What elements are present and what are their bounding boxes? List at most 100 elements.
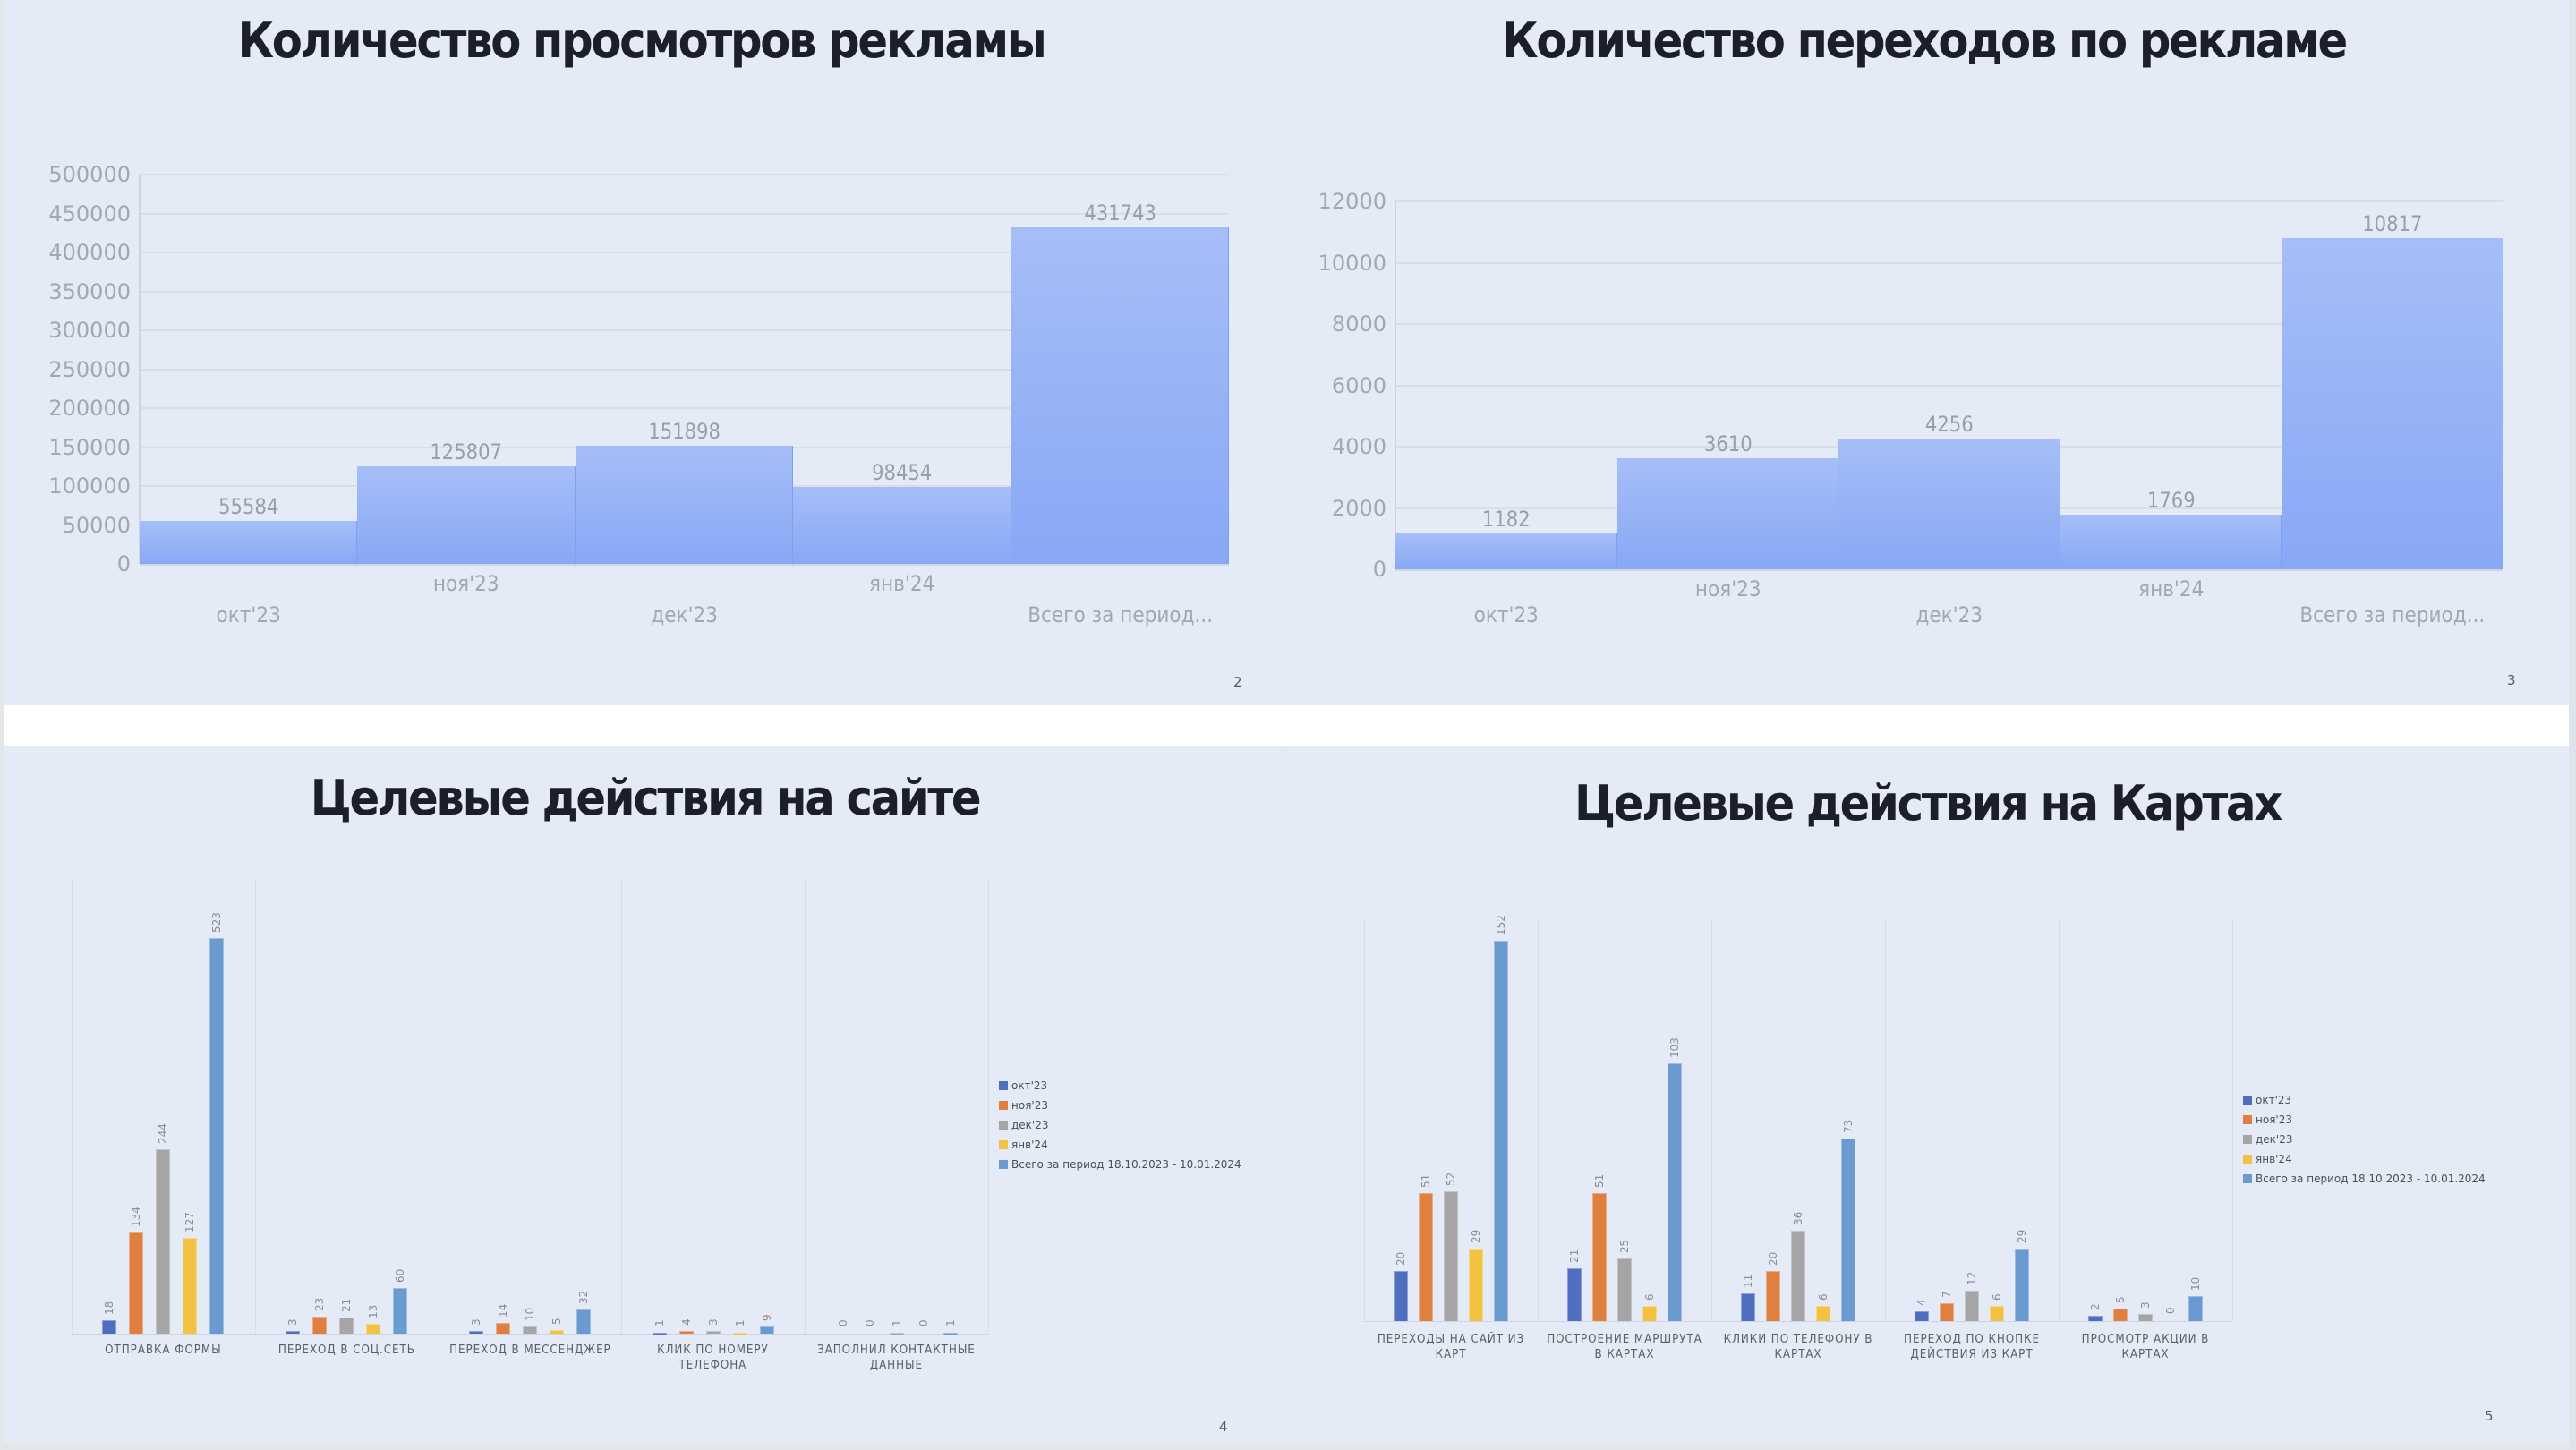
bar-1	[1940, 1303, 1954, 1321]
bar-0	[140, 520, 358, 564]
x-category-label: окт'23	[216, 602, 281, 627]
bar-3	[1642, 1306, 1657, 1321]
data-label: 10817	[2362, 210, 2423, 236]
y-tick-label: 150000	[48, 434, 131, 460]
data-label: 523	[210, 912, 224, 933]
x-category-label: ПРОСМОТР АКЦИИ В КАРТАХ	[2081, 1333, 2210, 1361]
legend-label: окт'23	[2256, 1094, 2292, 1106]
legend-item[interactable]: окт'23	[2243, 1090, 2486, 1110]
data-label: 23	[313, 1297, 327, 1311]
bar-2	[1791, 1231, 1805, 1321]
legend-item[interactable]: ноя'23	[2243, 1110, 2486, 1130]
y-tick-label: 50000	[62, 512, 131, 538]
bar-4	[2015, 1248, 2029, 1321]
data-label: 4256	[1925, 412, 1974, 438]
legend-swatch-icon	[999, 1140, 1008, 1149]
x-axis-line	[140, 564, 1229, 566]
legend: окт'23 ноя'23 дек'23 янв'24 Всего за период …	[999, 1076, 1241, 1174]
x-category-label: ЗАПОЛНИЛ КОНТАКТНЫЕ ДАННЫЕ	[817, 1343, 976, 1372]
slide-title: Количество просмотров рекламы	[237, 13, 1046, 69]
legend-item[interactable]: Всего за период 18.10.2023 - 10.01.2024	[999, 1155, 1241, 1174]
scrollbar-track[interactable]	[2569, 0, 2576, 1450]
x-category-label: ПЕРЕХОД В МЕССЕНДЖЕР	[448, 1343, 611, 1357]
bar-2	[523, 1326, 537, 1334]
data-label: 244	[157, 1122, 170, 1144]
x-category-label: ПЕРЕХОД ПО КНОПКЕ ДЕЙСТВИЯ ИЗ КАРТ	[1904, 1333, 2040, 1361]
bar-0	[1395, 533, 1617, 569]
bar-1	[1419, 1193, 1433, 1321]
bar-2	[1838, 439, 2060, 569]
data-label: 29	[1470, 1229, 1482, 1243]
bar-2	[575, 445, 794, 564]
bar-2	[2138, 1313, 2153, 1321]
x-category-label: Всего за период...	[2299, 602, 2486, 627]
bar-2	[339, 1318, 354, 1334]
legend-swatch-icon	[999, 1101, 1008, 1110]
legend-item[interactable]: окт'23	[999, 1076, 1241, 1096]
gridline	[140, 329, 1229, 331]
bar-0	[1394, 1271, 1408, 1321]
legend-label: окт'23	[1011, 1079, 1048, 1092]
category-divider	[621, 880, 623, 1334]
bar-0	[102, 1319, 117, 1334]
data-label: 32	[577, 1290, 590, 1304]
y-tick-label: 0	[116, 551, 131, 576]
x-category-label: окт'23	[1473, 602, 1539, 627]
y-tick-label: 500000	[48, 162, 131, 187]
legend-item[interactable]: янв'24	[999, 1135, 1241, 1155]
gridline	[1395, 200, 2503, 202]
x-category-label: ПЕРЕХОД В СОЦ.СЕТЬ	[277, 1343, 415, 1357]
legend-swatch-icon	[2243, 1174, 2252, 1183]
data-label: 3610	[1703, 431, 1753, 457]
bar-0	[286, 1331, 301, 1334]
x-axis-line	[1395, 569, 2503, 571]
gridline	[140, 252, 1229, 253]
x-category-label: ОТПРАВКА ФОРМЫ	[105, 1343, 222, 1357]
bar-3	[2060, 515, 2282, 569]
data-label: 6	[1643, 1293, 1656, 1301]
data-label: 431743	[1083, 200, 1156, 226]
data-label: 0	[2164, 1307, 2177, 1314]
bar-3	[550, 1329, 564, 1334]
bar-4	[2188, 1296, 2203, 1321]
bar-0	[469, 1331, 483, 1334]
data-label: 2	[2089, 1303, 2102, 1311]
legend-item[interactable]: дек'23	[999, 1115, 1241, 1135]
data-label: 1769	[2146, 488, 2196, 514]
y-axis-line	[1395, 201, 1396, 569]
bar-2	[705, 1331, 721, 1334]
legend-item[interactable]: янв'24	[2243, 1149, 2486, 1169]
gridline	[140, 174, 1229, 175]
page-number: 2	[1233, 674, 1242, 690]
gridline	[140, 368, 1229, 371]
gridline	[1395, 384, 2503, 387]
legend-swatch-icon	[2243, 1155, 2252, 1164]
legend-item[interactable]: дек'23	[2243, 1130, 2486, 1149]
data-label: 51	[1593, 1174, 1606, 1189]
bar-2	[1617, 1258, 1632, 1321]
slide-gap	[4, 705, 2569, 746]
bar-1	[1766, 1271, 1780, 1321]
bar-4	[1841, 1138, 1855, 1321]
category-divider	[2232, 919, 2233, 1321]
category-divider	[72, 880, 73, 1334]
data-label: 134	[130, 1206, 143, 1227]
page-number: 5	[2485, 1408, 2494, 1424]
data-label: 36	[1792, 1212, 1804, 1226]
category-divider	[1711, 919, 1712, 1321]
category-divider	[988, 880, 989, 1334]
data-label: 73	[1842, 1119, 1855, 1133]
bar-3	[366, 1324, 381, 1334]
bar-1	[2113, 1309, 2128, 1321]
legend-item[interactable]: Всего за период 18.10.2023 - 10.01.2024	[2243, 1169, 2486, 1189]
x-category-label: ноя'23	[433, 571, 499, 596]
data-label: 25	[1618, 1239, 1631, 1254]
y-tick-label: 0	[1372, 557, 1386, 582]
legend-item[interactable]: ноя'23	[999, 1096, 1241, 1115]
y-tick-label: 12000	[1318, 189, 1386, 214]
legend-swatch-icon	[999, 1160, 1008, 1169]
bar-3	[1469, 1248, 1483, 1321]
bar-4	[209, 938, 225, 1334]
bar-1	[1592, 1193, 1607, 1321]
data-label: 0	[836, 1319, 849, 1326]
